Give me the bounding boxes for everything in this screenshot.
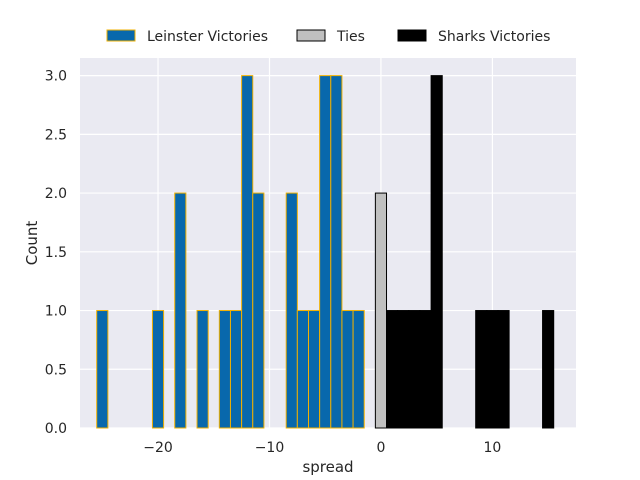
y-axis-label: Count: [23, 221, 41, 266]
bar-leinster-victories: [341, 310, 354, 429]
bar-leinster-victories: [319, 75, 332, 429]
x-tick-label: 0: [376, 440, 385, 456]
bar-sharks-victories: [486, 310, 499, 429]
bar-leinster-victories: [330, 75, 343, 429]
x-tick-label: −20: [143, 440, 173, 456]
bar-sharks-victories: [386, 310, 399, 429]
bar-sharks-victories: [397, 310, 410, 429]
bar-leinster-victories: [196, 310, 209, 429]
bar-leinster-victories: [296, 310, 309, 429]
bar-leinster-victories: [96, 310, 109, 429]
bar-sharks-victories: [430, 75, 443, 429]
legend-label-leinster-victories: Leinster Victories: [147, 29, 268, 45]
legend: Leinster Victories Ties Sharks Victories: [106, 29, 550, 45]
y-tick-label: 0.5: [45, 362, 67, 378]
bar-leinster-victories: [285, 192, 298, 429]
bar-sharks-victories: [408, 310, 421, 429]
legend-label-ties: Ties: [336, 29, 365, 45]
y-tick-label: 1.5: [45, 245, 67, 261]
bar-leinster-victories: [352, 310, 365, 429]
bar-sharks-victories: [542, 310, 555, 429]
bar-sharks-victories: [419, 310, 432, 429]
bars: [96, 75, 555, 429]
y-tick-label: 3.0: [45, 69, 67, 85]
y-tick-labels: 0.0 0.5 1.0 1.5 2.0 2.5 3.0: [45, 69, 67, 437]
x-axis-label: spread: [302, 458, 353, 476]
y-tick-label: 1.0: [45, 304, 67, 320]
x-tick-labels: −20 −10 0 10: [143, 440, 501, 456]
y-tick-label: 2.5: [45, 127, 67, 143]
y-tick-label: 2.0: [45, 186, 67, 202]
y-tick-label: 0.0: [45, 421, 67, 437]
x-tick-label: 10: [483, 440, 501, 456]
bar-leinster-victories: [218, 310, 231, 429]
bar-leinster-victories: [241, 75, 254, 429]
bar-leinster-victories: [252, 192, 265, 429]
bar-leinster-victories: [151, 310, 165, 429]
bar-ties: [374, 192, 388, 429]
legend-swatch-sharks-victories: [397, 29, 427, 42]
bar-leinster-victories: [174, 192, 187, 429]
bar-leinster-victories: [307, 310, 321, 429]
legend-swatch-leinster-victories: [106, 29, 136, 42]
legend-swatch-ties: [296, 29, 326, 42]
legend-label-sharks-victories: Sharks Victories: [438, 29, 550, 45]
bar-sharks-victories: [475, 310, 488, 429]
x-tick-label: −10: [255, 440, 285, 456]
bar-leinster-victories: [229, 310, 243, 429]
bar-sharks-victories: [497, 310, 510, 429]
